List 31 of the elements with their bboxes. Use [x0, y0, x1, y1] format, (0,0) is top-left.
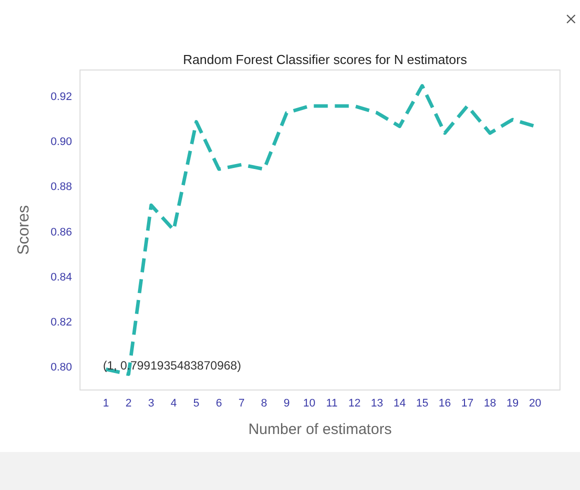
x-tick-label: 12 — [348, 398, 361, 410]
y-tick-label: 0.82 — [50, 316, 72, 328]
y-axis-title: Scores — [16, 205, 32, 255]
line-series — [104, 84, 537, 376]
y-tick-label: 0.92 — [50, 91, 72, 104]
x-tick-label: 11 — [326, 398, 338, 410]
x-tick-label: 15 — [416, 398, 428, 410]
x-tick-label: 2 — [126, 398, 132, 410]
x-tick-label: 9 — [284, 398, 290, 410]
x-tick-label: 19 — [506, 398, 519, 410]
y-tick-label: 0.86 — [50, 226, 72, 238]
x-tick-label: 4 — [170, 398, 177, 410]
x-tick-label: 16 — [438, 398, 451, 410]
x-tick-label: 1 — [102, 398, 110, 410]
x-axis-title: Number of estimators — [248, 421, 392, 438]
x-tick-label: 8 — [261, 398, 268, 410]
y-tick-label: 0.84 — [50, 271, 72, 284]
x-tick-label: 10 — [303, 398, 316, 410]
y-tick-label: 0.88 — [50, 181, 72, 194]
x-tick-label: 18 — [484, 398, 496, 410]
chart-title: Random Forest Classifier scores for N estimators — [183, 52, 468, 67]
x-tick-label: 7 — [238, 398, 245, 410]
x-tick-label: 5 — [193, 398, 200, 410]
x-tick-label: 20 — [529, 398, 542, 410]
y-tick-label: 0.90 — [50, 136, 72, 148]
x-tick-label: 14 — [394, 398, 406, 410]
x-tick-label: 3 — [148, 398, 154, 410]
x-tick-label: 17 — [461, 398, 474, 410]
y-tick-label: 0.80 — [50, 361, 72, 374]
x-tick-label: 13 — [370, 398, 384, 410]
x-tick-label: 6 — [216, 398, 222, 410]
